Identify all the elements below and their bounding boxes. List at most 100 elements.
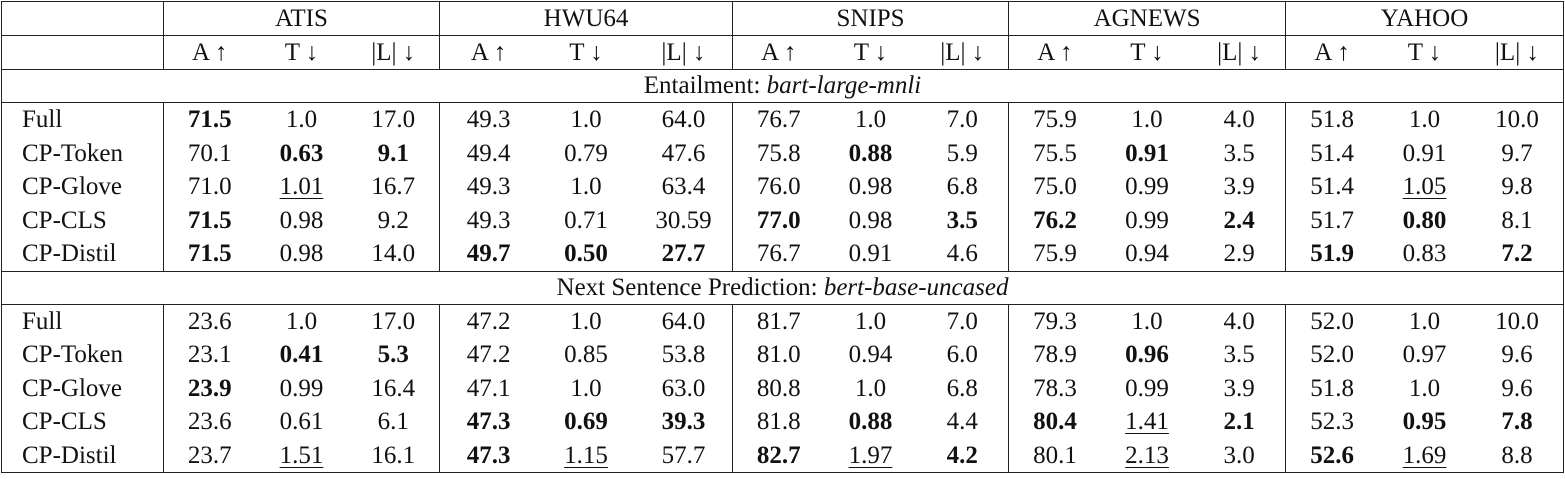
value: 57.7 [661, 441, 706, 469]
metric-header: |L| ↓ [1193, 35, 1286, 70]
value-cell: 0.97 [1378, 338, 1471, 372]
value: 1.01 [279, 173, 324, 201]
value: 0.94 [848, 341, 893, 369]
value: 75.9 [1033, 106, 1077, 134]
value-cell: 51.4 [1285, 170, 1379, 204]
value: 71.5 [187, 106, 232, 134]
data-row: CP-Token 23.1 0.41 5.3 47.2 0.85 53.8 81.0 0.94 6… [2, 338, 1564, 372]
value-cell: 81.0 [732, 338, 825, 372]
value: 75.0 [1033, 173, 1077, 201]
value: 39.3 [661, 408, 706, 436]
value-cell: 3.5 [917, 204, 1009, 238]
value-cell: 9.6 [1471, 338, 1564, 372]
section-title: Entailment: bart-large-mnli [1, 69, 1564, 103]
value-cell: 5.3 [348, 338, 440, 372]
section-model: bart-large-mnli [766, 72, 922, 99]
value: 1.51 [279, 441, 324, 469]
section-row: Next Sentence Prediction: bert-base-unca… [1, 270, 1564, 304]
value: 9.6 [1501, 374, 1533, 402]
value: 0.99 [1125, 374, 1169, 402]
value: 0.91 [1125, 139, 1169, 167]
value-cell: 52.0 [1285, 303, 1379, 338]
value-cell: 1.51 [256, 439, 348, 473]
value-cell: 47.1 [439, 371, 538, 405]
value: 4.0 [1223, 106, 1255, 134]
value: 7.2 [1501, 240, 1533, 268]
metric-header: T ↓ [1100, 35, 1194, 70]
method-name: CP-CLS [22, 206, 107, 234]
data-row: CP-Distil 71.5 0.98 14.0 49.7 0.50 27.7 76.7 0.9… [2, 237, 1564, 271]
section-row: Entailment: bart-large-mnli [1, 69, 1564, 103]
value-cell: 77.0 [732, 203, 825, 237]
data-row: CP-CLS 23.6 0.61 6.1 47.3 0.69 39.3 81.8 0.88 4.4… [2, 405, 1564, 439]
value-cell: 0.61 [256, 405, 348, 439]
value: 77.0 [756, 206, 801, 234]
value: 16.1 [371, 441, 416, 469]
value: 52.3 [1310, 408, 1354, 436]
value-cell: 0.91 [1378, 137, 1471, 171]
value-cell: 23.7 [163, 438, 256, 473]
value-cell: 51.7 [1285, 203, 1379, 237]
value: 2.1 [1223, 408, 1255, 436]
value-cell: 0.69 [537, 405, 635, 439]
value: 6.0 [946, 341, 978, 369]
value-cell: 81.7 [732, 303, 825, 338]
value: 3.5 [1223, 341, 1255, 369]
value-cell: 14.0 [348, 237, 440, 271]
value-cell: 76.7 [732, 102, 825, 137]
value: 8.1 [1501, 206, 1533, 234]
value: 82.7 [756, 441, 801, 469]
value: 0.94 [1125, 240, 1169, 268]
value: 23.1 [187, 341, 232, 369]
value-cell: 8.1 [1471, 204, 1564, 238]
method-name: CP-Distil [22, 441, 117, 469]
value-cell: 8.8 [1471, 439, 1564, 473]
value-cell: 0.88 [825, 137, 917, 171]
value-cell: 71.5 [163, 203, 256, 237]
value: 81.7 [756, 307, 801, 335]
data-row: CP-Token 70.1 0.63 9.1 49.4 0.79 47.6 75.8 0.88 5… [2, 136, 1564, 171]
value: 52.0 [1310, 341, 1354, 369]
value-cell: 0.99 [1101, 372, 1193, 406]
value-cell: 1.0 [824, 102, 917, 137]
value: 1.0 [1408, 307, 1441, 335]
value-cell: 30.59 [635, 204, 733, 238]
value: 9.8 [1501, 173, 1533, 201]
value: 1.0 [570, 307, 602, 335]
value: 0.95 [1402, 408, 1447, 436]
value: 1.0 [1408, 374, 1441, 402]
value-cell: 75.9 [1008, 237, 1101, 271]
value-cell: 9.1 [348, 137, 440, 171]
value: 4.0 [1223, 307, 1255, 335]
method-name: CP-Token [22, 341, 124, 369]
value-cell: 49.4 [439, 136, 538, 170]
value: 2.9 [1223, 240, 1255, 268]
value: 16.7 [371, 173, 416, 201]
value-cell: 3.5 [1193, 338, 1285, 372]
metric-header: T ↓ [255, 35, 348, 70]
value: 75.8 [756, 139, 801, 167]
value: 23.6 [187, 408, 232, 436]
value-cell: 16.4 [348, 372, 440, 406]
value: 0.61 [279, 408, 324, 436]
metric-header: A ↑ [439, 35, 538, 70]
value-cell: 2.13 [1101, 439, 1193, 473]
value-cell: 16.1 [348, 439, 440, 473]
metric-header: T ↓ [824, 35, 917, 70]
value-cell: 51.8 [1285, 371, 1379, 405]
data-row: CP-Glove 71.0 1.01 16.7 49.3 1.0 63.4 76.0 0.98 6… [2, 170, 1564, 204]
value-cell: 9.8 [1471, 170, 1564, 204]
value: 71.5 [187, 240, 232, 268]
data-row: Full 71.5 1.0 17.0 49.3 1.0 64.0 76.7 1.0 7.0 75.9… [1, 102, 1564, 137]
value-cell: 9.2 [348, 204, 440, 238]
value-cell: 76.7 [732, 237, 825, 271]
value: 63.4 [661, 173, 706, 201]
value: 51.8 [1310, 374, 1354, 402]
value: 9.6 [1501, 341, 1533, 369]
value: 3.5 [946, 206, 978, 234]
value-cell: 71.0 [163, 170, 256, 204]
value: 1.0 [1408, 106, 1441, 134]
value-cell: 23.6 [163, 405, 256, 439]
value-cell: 23.6 [163, 303, 256, 338]
value-cell: 23.9 [163, 371, 256, 405]
